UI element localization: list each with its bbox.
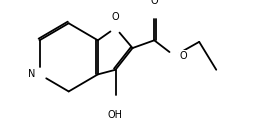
Text: O: O (150, 0, 158, 6)
Text: O: O (179, 51, 187, 61)
Text: O: O (112, 12, 119, 22)
Text: N: N (28, 69, 35, 79)
Text: OH: OH (108, 110, 123, 120)
